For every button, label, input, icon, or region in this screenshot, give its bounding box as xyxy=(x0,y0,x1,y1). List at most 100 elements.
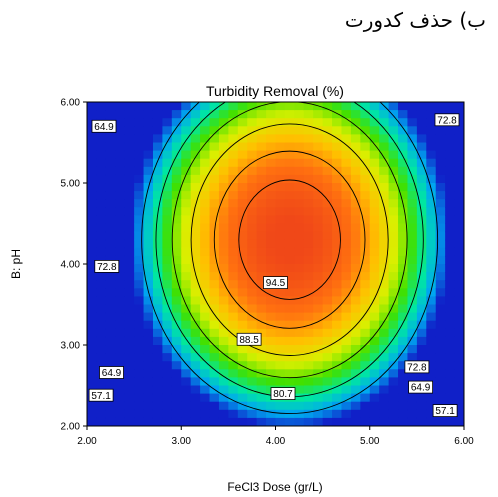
heatmap-cell xyxy=(294,118,305,127)
heatmap-cell xyxy=(369,239,380,249)
heatmap-cell xyxy=(256,320,267,330)
heatmap-cell xyxy=(256,142,267,152)
heatmap-cell xyxy=(209,409,220,419)
heatmap-cell xyxy=(332,158,343,168)
heatmap-cell xyxy=(303,166,314,176)
heatmap-cell xyxy=(209,272,220,281)
heatmap-cell xyxy=(341,110,352,119)
heatmap-cell xyxy=(454,126,464,135)
heatmap-cell xyxy=(398,304,409,314)
heatmap-cell xyxy=(275,223,286,233)
heatmap-cell xyxy=(407,336,418,346)
heatmap-cell xyxy=(303,215,314,225)
heatmap-cell xyxy=(435,417,446,426)
heatmap-cell xyxy=(171,280,182,289)
heatmap-cell xyxy=(124,247,135,257)
heatmap-cell xyxy=(360,158,371,168)
heatmap-cell xyxy=(322,345,333,354)
heatmap-cell xyxy=(171,142,182,152)
svg-text:72.8: 72.8 xyxy=(97,262,117,273)
heatmap-cell xyxy=(407,320,418,330)
heatmap-cell xyxy=(341,199,352,208)
heatmap-cell xyxy=(115,223,126,233)
heatmap-cell xyxy=(152,272,164,281)
heatmap-cell xyxy=(190,231,201,241)
heatmap-cell xyxy=(369,369,380,378)
heatmap-cell xyxy=(96,345,107,354)
heatmap-cell xyxy=(143,142,154,152)
heatmap-cell xyxy=(171,304,182,314)
heatmap-cell xyxy=(218,110,229,119)
heatmap-cell xyxy=(416,304,427,314)
heatmap-cell xyxy=(124,401,135,411)
heatmap-cell xyxy=(200,134,211,144)
heatmap-cell xyxy=(435,312,446,322)
heatmap-cell xyxy=(284,401,295,411)
heatmap-cell xyxy=(407,183,418,192)
heatmap-cell xyxy=(284,158,295,168)
heatmap-cell xyxy=(200,223,211,233)
heatmap-cell xyxy=(115,312,126,322)
heatmap-cell xyxy=(209,417,220,426)
heatmap-cell xyxy=(435,174,446,184)
heatmap-cell xyxy=(369,166,380,176)
heatmap-cell xyxy=(350,150,361,160)
heatmap-cell xyxy=(152,166,164,176)
heatmap-cell xyxy=(237,255,248,265)
heatmap-cell xyxy=(218,401,229,411)
heatmap-cell xyxy=(200,150,211,160)
heatmap-cell xyxy=(275,118,286,127)
heatmap-cell xyxy=(275,409,286,419)
heatmap-cell xyxy=(275,320,286,330)
svg-text:72.8: 72.8 xyxy=(407,363,427,374)
heatmap-cell xyxy=(388,353,399,362)
heatmap-cell xyxy=(407,199,418,208)
heatmap-cell xyxy=(134,239,145,249)
heatmap-cell xyxy=(96,304,107,314)
heatmap-cell xyxy=(181,369,192,378)
heatmap-cell xyxy=(162,312,173,322)
heatmap-cell xyxy=(313,255,324,265)
heatmap-cell xyxy=(247,118,258,127)
heatmap-cell xyxy=(87,272,98,281)
heatmap-cell xyxy=(407,223,418,233)
heatmap-cell xyxy=(341,345,352,354)
heatmap-cell xyxy=(143,296,154,306)
heatmap-cell xyxy=(218,102,229,111)
heatmap-cell xyxy=(124,361,135,370)
heatmap-cell xyxy=(426,166,437,176)
heatmap-cell xyxy=(200,417,211,426)
heatmap-cell xyxy=(360,361,371,370)
heatmap-cell xyxy=(218,328,229,338)
heatmap-cell xyxy=(275,183,286,192)
heatmap-cell xyxy=(134,345,145,354)
heatmap-cell xyxy=(237,401,248,411)
heatmap-cell xyxy=(275,231,286,241)
heatmap-cell xyxy=(209,247,220,257)
heatmap-cell xyxy=(237,150,248,160)
heatmap-cell xyxy=(247,409,258,419)
heatmap-cell xyxy=(313,336,324,346)
heatmap-cell xyxy=(247,264,258,273)
heatmap-cell xyxy=(190,353,201,362)
heatmap-cell xyxy=(96,361,107,370)
heatmap-cell xyxy=(247,385,258,395)
heatmap-cell xyxy=(369,207,380,216)
heatmap-cell xyxy=(96,409,107,419)
heatmap-cell xyxy=(350,134,361,144)
heatmap-cell xyxy=(360,385,371,395)
heatmap-cell xyxy=(454,328,464,338)
heatmap-cell xyxy=(275,102,286,111)
heatmap-cell xyxy=(256,191,267,200)
heatmap-cell xyxy=(266,264,277,273)
heatmap-cell xyxy=(369,328,380,338)
heatmap-cell xyxy=(181,207,192,216)
heatmap-cell xyxy=(284,296,295,306)
heatmap-cell xyxy=(266,401,277,411)
heatmap-cell xyxy=(398,110,409,119)
heatmap-cell xyxy=(388,296,399,306)
heatmap-cell xyxy=(350,255,361,265)
heatmap-cell xyxy=(379,296,390,306)
heatmap-cell xyxy=(303,401,314,411)
heatmap-cell xyxy=(416,126,427,135)
